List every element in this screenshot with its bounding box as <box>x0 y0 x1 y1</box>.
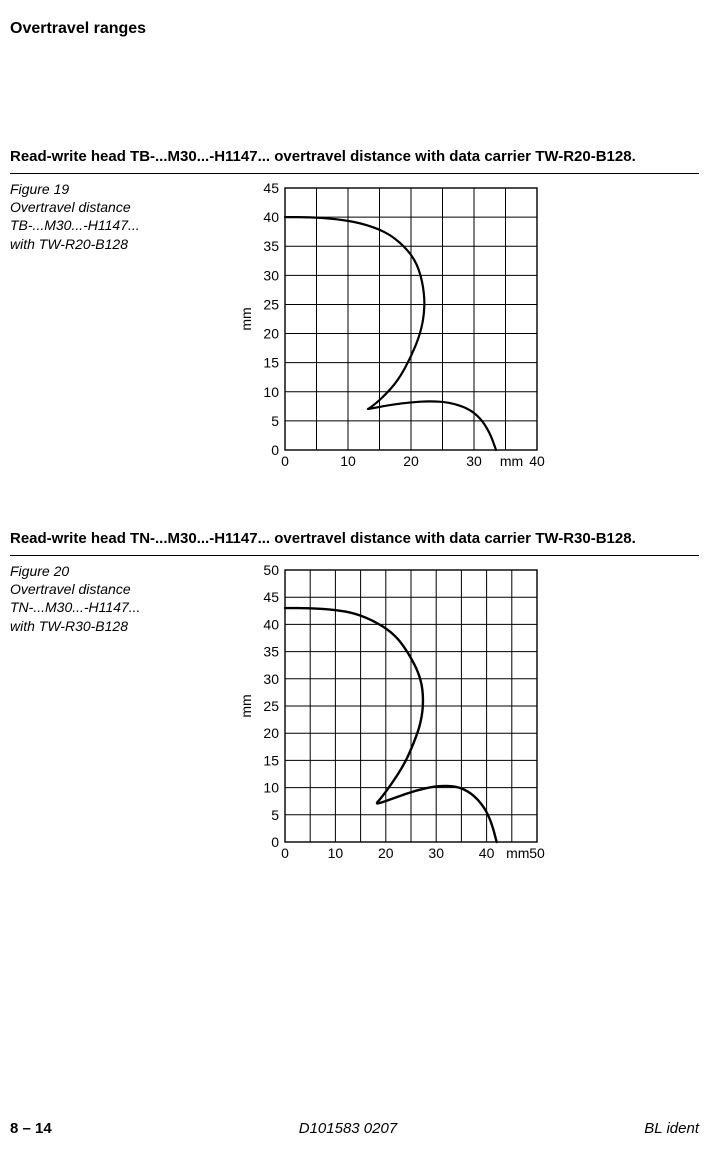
svg-text:5: 5 <box>271 807 279 823</box>
svg-text:45: 45 <box>263 589 279 605</box>
svg-text:40: 40 <box>263 209 279 225</box>
figure-19-number: Figure 19 <box>10 181 69 197</box>
svg-text:10: 10 <box>328 845 344 861</box>
svg-text:0: 0 <box>271 834 279 850</box>
svg-text:5: 5 <box>271 413 279 429</box>
svg-text:15: 15 <box>263 355 279 371</box>
figure-20-body: Overtravel distance TN-...M30...-H1147..… <box>10 581 140 633</box>
svg-text:50: 50 <box>529 845 545 861</box>
chart-2: 0510152025303540455001020304050mmmm <box>240 562 545 862</box>
svg-text:25: 25 <box>263 296 279 312</box>
svg-text:20: 20 <box>378 845 394 861</box>
svg-text:40: 40 <box>479 845 495 861</box>
svg-text:30: 30 <box>466 453 482 469</box>
svg-text:30: 30 <box>263 671 279 687</box>
svg-text:30: 30 <box>428 845 444 861</box>
svg-text:35: 35 <box>263 238 279 254</box>
svg-text:mm: mm <box>500 453 523 469</box>
svg-text:mm: mm <box>506 845 529 861</box>
footer-brand: BL ident <box>644 1120 699 1137</box>
figure-19-caption: Figure 19 Overtravel distance TB-...M30.… <box>10 180 165 253</box>
section2-heading: Read-write head TN-...M30...-H1147... ov… <box>10 530 699 547</box>
footer-doc-id: D101583 0207 <box>52 1120 645 1137</box>
svg-text:35: 35 <box>263 644 279 660</box>
svg-text:10: 10 <box>340 453 356 469</box>
svg-text:50: 50 <box>263 562 279 578</box>
section1-heading: Read-write head TB-...M30...-H1147... ov… <box>10 148 699 165</box>
svg-text:15: 15 <box>263 752 279 768</box>
figure-20-caption: Figure 20 Overtravel distance TN-...M30.… <box>10 562 165 635</box>
svg-text:0: 0 <box>281 453 289 469</box>
page-footer: 8 – 14 D101583 0207 BL ident <box>10 1120 699 1137</box>
svg-text:mm: mm <box>240 694 254 717</box>
svg-text:20: 20 <box>403 453 419 469</box>
figure-20-number: Figure 20 <box>10 563 69 579</box>
svg-text:40: 40 <box>263 616 279 632</box>
svg-text:0: 0 <box>271 442 279 458</box>
page-title: Overtravel ranges <box>10 20 699 38</box>
figure-19-block: Figure 19 Overtravel distance TB-...M30.… <box>10 180 699 470</box>
figure-19-body: Overtravel distance TB-...M30...-H1147..… <box>10 199 140 251</box>
svg-text:20: 20 <box>263 725 279 741</box>
svg-text:0: 0 <box>281 845 289 861</box>
svg-text:30: 30 <box>263 267 279 283</box>
svg-text:10: 10 <box>263 384 279 400</box>
svg-text:20: 20 <box>263 326 279 342</box>
section1-rule <box>10 173 699 174</box>
svg-text:45: 45 <box>263 180 279 196</box>
figure-20-block: Figure 20 Overtravel distance TN-...M30.… <box>10 562 699 862</box>
section2-rule <box>10 555 699 556</box>
footer-page-number: 8 – 14 <box>10 1120 52 1137</box>
svg-text:25: 25 <box>263 698 279 714</box>
svg-text:10: 10 <box>263 780 279 796</box>
svg-text:40: 40 <box>529 453 545 469</box>
svg-text:mm: mm <box>240 307 254 330</box>
chart-1: 0 5 10 15 20 25 30 35 40 45 0 10 20 30 40 mm mm <box>240 180 545 470</box>
